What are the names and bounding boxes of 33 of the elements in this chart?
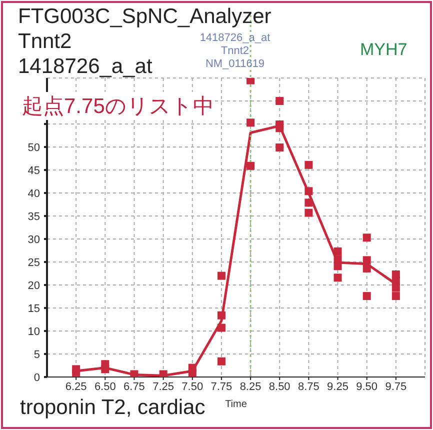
y-tick-label: 30 (28, 234, 40, 246)
y-tick-label: 5 (34, 349, 40, 361)
x-tick-label: 9.50 (356, 380, 378, 393)
y-tick-label: 15 (28, 303, 40, 315)
text: MYH7 (360, 40, 408, 60)
x-tick-label: 6.75 (124, 380, 145, 393)
text: Tnnt2 (220, 45, 250, 58)
y-tick-label: 25 (28, 257, 40, 269)
text: 1418726_a_at (198, 32, 272, 45)
annotation: 起点7.75のリスト中 (22, 92, 214, 120)
x-axis-title: Time (225, 399, 248, 410)
x-tick-label: 6.50 (94, 380, 116, 393)
x-tick-label: 8.50 (268, 380, 290, 393)
x-tick-label: 9.25 (327, 380, 348, 393)
chart-subtitle: Tnnt2 (18, 30, 72, 53)
y-tick-label: 35 (28, 211, 40, 223)
y-tick-label: 10 (28, 326, 40, 338)
y-tick-label: 0 (34, 372, 40, 384)
x-tick-label: 8.75 (298, 380, 320, 393)
y-tick-label: 40 (28, 188, 40, 200)
y-tick-label: 50 (28, 142, 40, 154)
text: troponin T2, cardiac (20, 396, 206, 420)
y-tick-label: 20 (28, 280, 40, 292)
x-tick-label: 7.50 (182, 380, 204, 393)
x-tick-label: 7.75 (210, 380, 232, 393)
text: NM_011619 (204, 58, 266, 71)
annotation: 1418726_a_at (18, 55, 152, 78)
x-tick-label: 9.75 (385, 380, 407, 393)
y-tick-label: 45 (28, 165, 40, 177)
x-tick-label: 6.25 (65, 380, 87, 393)
x-tick-label: 8.25 (240, 380, 262, 393)
chart-title: FTG003C_SpNC_Analyzer (18, 4, 272, 29)
x-tick-label: 7.25 (152, 380, 174, 393)
